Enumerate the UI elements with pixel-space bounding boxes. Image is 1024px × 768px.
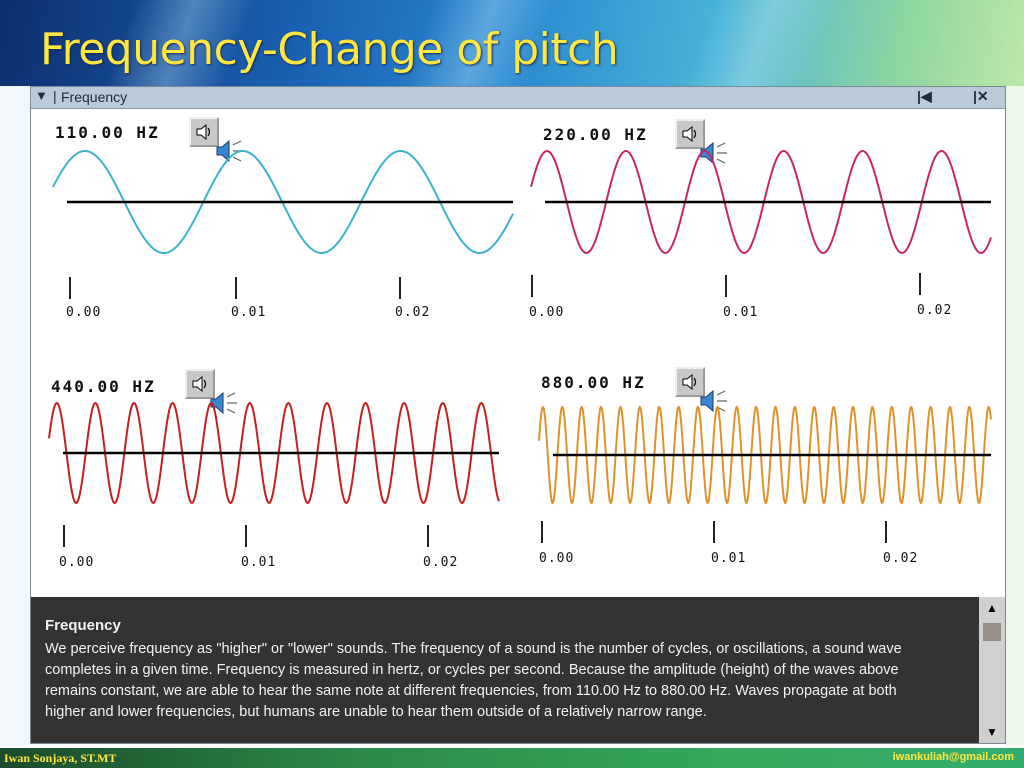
window-title: Frequency bbox=[61, 89, 128, 105]
time-tick bbox=[399, 277, 401, 299]
time-tick bbox=[63, 525, 65, 547]
time-tick bbox=[713, 521, 715, 543]
time-tick bbox=[725, 275, 727, 297]
time-tick-label: 0.00 bbox=[539, 551, 575, 566]
speaker-cursor-icon bbox=[216, 139, 243, 163]
time-tick-label: 0.02 bbox=[395, 305, 431, 320]
slide-header-background bbox=[0, 0, 1024, 86]
description-text: We perceive frequency as "higher" or "lo… bbox=[45, 641, 902, 720]
collapse-icon[interactable]: |◀ bbox=[917, 88, 932, 104]
sine-wave-line bbox=[530, 149, 992, 255]
frequency-applet-window: ▼ | Frequency |◀ |✕ 110.00 HZ 0.00 0.01 … bbox=[30, 86, 1006, 744]
time-tick-label: 0.01 bbox=[231, 305, 267, 320]
time-tick-label: 0.00 bbox=[529, 305, 565, 320]
play-sound-button[interactable] bbox=[675, 367, 705, 397]
slide-right-margin bbox=[1006, 86, 1024, 746]
frequency-label: 440.00 HZ bbox=[51, 377, 156, 396]
waveform-plot bbox=[530, 149, 992, 255]
frequency-label: 880.00 HZ bbox=[541, 373, 646, 392]
titlebar-separator: | bbox=[53, 88, 57, 104]
speaker-cursor-icon bbox=[210, 391, 237, 415]
time-tick bbox=[919, 273, 921, 295]
description-title: Frequency bbox=[45, 617, 121, 634]
speaker-cursor-icon bbox=[700, 389, 727, 413]
time-tick bbox=[885, 521, 887, 543]
description-panel: Frequency We perceive frequency as "high… bbox=[31, 597, 1005, 743]
speaker-icon bbox=[196, 123, 211, 141]
slide-title: Frequency-Change of pitch bbox=[40, 24, 619, 75]
play-sound-button[interactable] bbox=[185, 369, 215, 399]
time-tick bbox=[541, 521, 543, 543]
frequency-label: 110.00 HZ bbox=[55, 123, 160, 142]
time-tick-label: 0.02 bbox=[883, 551, 919, 566]
close-icon[interactable]: |✕ bbox=[973, 88, 989, 104]
scroll-up-arrow-icon[interactable]: ▲ bbox=[986, 601, 998, 615]
time-tick bbox=[235, 277, 237, 299]
scrollbar-thumb[interactable] bbox=[983, 623, 1001, 641]
time-tick-label: 0.00 bbox=[59, 555, 95, 570]
time-tick-label: 0.02 bbox=[917, 303, 953, 318]
slide-left-margin bbox=[0, 86, 30, 746]
sine-wave-line bbox=[48, 401, 500, 505]
time-tick bbox=[531, 275, 533, 297]
author-name: Iwan Sonjaya, ST.MT bbox=[4, 751, 117, 765]
waveform-plot bbox=[538, 405, 992, 505]
scroll-down-arrow-icon[interactable]: ▼ bbox=[986, 725, 998, 739]
window-titlebar: ▼ | Frequency |◀ |✕ bbox=[31, 87, 1005, 109]
speaker-icon bbox=[682, 373, 697, 391]
waveform-plot bbox=[48, 401, 500, 505]
time-tick-label: 0.00 bbox=[66, 305, 102, 320]
time-tick-label: 0.01 bbox=[711, 551, 747, 566]
time-tick bbox=[69, 277, 71, 299]
waveform-plot bbox=[52, 149, 514, 255]
play-sound-button[interactable] bbox=[675, 119, 705, 149]
time-tick-label: 0.02 bbox=[423, 555, 459, 570]
sine-wave-line bbox=[538, 405, 992, 505]
dropdown-triangle-icon[interactable]: ▼ bbox=[35, 88, 48, 103]
frequency-label: 220.00 HZ bbox=[543, 125, 648, 144]
description-scrollbar[interactable]: ▲ ▼ bbox=[979, 597, 1005, 743]
speaker-icon bbox=[682, 125, 697, 143]
speaker-icon bbox=[192, 375, 207, 393]
slide-footer: Iwan Sonjaya, ST.MT iwankuliah@gmail.com bbox=[0, 748, 1024, 768]
time-tick-label: 0.01 bbox=[723, 305, 759, 320]
author-email: iwankuliah@gmail.com bbox=[892, 751, 1014, 763]
time-tick bbox=[245, 525, 247, 547]
play-sound-button[interactable] bbox=[189, 117, 219, 147]
time-tick-label: 0.01 bbox=[241, 555, 277, 570]
time-tick bbox=[427, 525, 429, 547]
sine-wave-line bbox=[52, 149, 514, 255]
